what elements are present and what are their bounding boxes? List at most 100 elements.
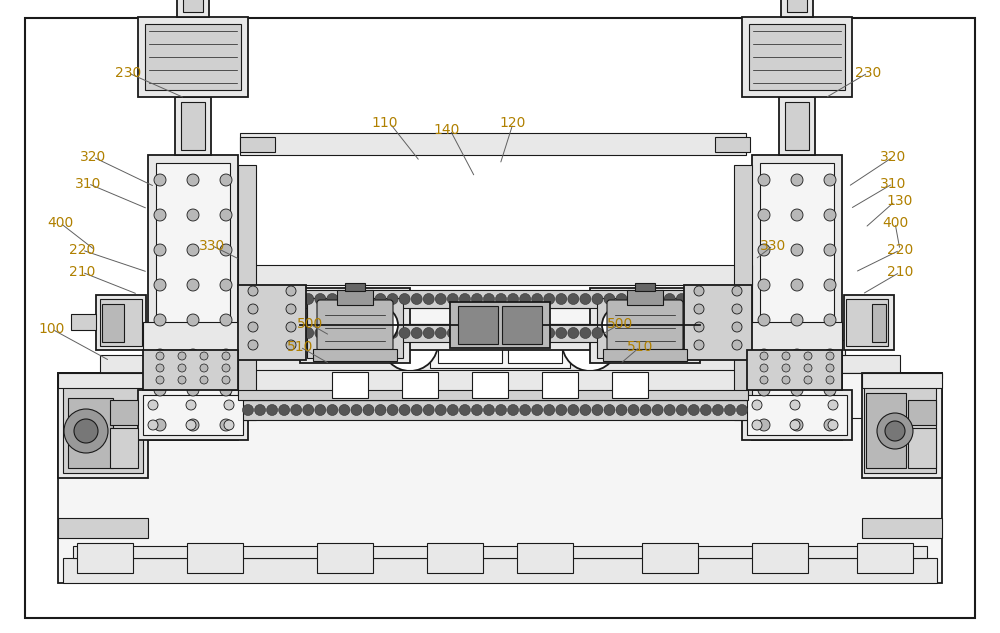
Circle shape [694,322,704,332]
Bar [427,543,483,573]
Circle shape [435,294,446,304]
Circle shape [156,352,164,360]
Circle shape [483,294,494,304]
Circle shape [782,352,790,360]
Circle shape [640,294,651,304]
Circle shape [399,327,410,339]
Bar [58,373,158,378]
Bar [752,543,808,573]
Circle shape [752,400,762,410]
Bar [603,349,687,361]
Circle shape [291,294,302,304]
Bar [908,428,936,468]
Circle shape [447,294,458,304]
Bar [317,543,373,573]
Circle shape [694,340,704,350]
Circle shape [411,404,422,415]
Circle shape [279,294,290,304]
Bar [752,155,842,440]
Circle shape [220,384,232,396]
Circle shape [758,314,770,326]
Bar [450,302,550,348]
Circle shape [628,294,639,304]
Circle shape [580,327,591,339]
Bar [138,17,248,97]
Circle shape [496,404,507,415]
Circle shape [435,404,446,415]
Circle shape [363,294,374,304]
Text: 510: 510 [287,340,313,354]
Bar [627,290,663,305]
Text: 330: 330 [199,239,225,253]
Circle shape [712,294,723,304]
Circle shape [186,420,196,430]
Circle shape [242,294,254,304]
Circle shape [694,286,704,296]
Bar [866,393,906,468]
Circle shape [154,244,166,256]
Circle shape [544,404,555,415]
Circle shape [222,352,230,360]
Circle shape [242,327,254,339]
Circle shape [652,294,663,304]
Circle shape [676,327,687,339]
Circle shape [791,349,803,361]
Circle shape [556,327,567,339]
Bar [110,400,138,425]
Circle shape [732,340,742,350]
Circle shape [447,327,458,339]
Circle shape [74,419,98,443]
Circle shape [255,404,266,415]
Circle shape [496,327,507,339]
Circle shape [640,327,651,339]
Circle shape [387,404,398,415]
Circle shape [187,419,199,431]
Circle shape [187,209,199,221]
Circle shape [303,327,314,339]
Circle shape [826,364,834,372]
Bar [775,373,870,418]
Circle shape [824,244,836,256]
Bar [175,97,211,155]
Circle shape [327,404,338,415]
Circle shape [760,364,768,372]
Bar [238,390,748,400]
Bar [63,378,143,473]
Circle shape [508,327,519,339]
Circle shape [824,314,836,326]
Circle shape [411,327,422,339]
Bar [345,283,365,291]
Text: 220: 220 [69,243,95,257]
Circle shape [556,404,567,415]
Circle shape [694,304,704,314]
Bar [307,298,403,358]
Bar [438,325,502,363]
Circle shape [520,294,531,304]
Bar [842,373,942,378]
Circle shape [592,294,603,304]
Circle shape [791,384,803,396]
Bar [240,137,275,152]
Circle shape [351,404,362,415]
Circle shape [885,421,905,441]
Circle shape [652,404,663,415]
Circle shape [556,294,567,304]
Circle shape [220,244,232,256]
Bar [502,306,542,344]
Circle shape [339,327,350,339]
Circle shape [508,404,519,415]
Circle shape [732,322,742,332]
Circle shape [423,327,434,339]
Bar [58,373,148,478]
Bar [238,300,752,350]
Text: 230: 230 [115,66,141,80]
Circle shape [471,327,482,339]
Circle shape [732,304,742,314]
Circle shape [291,404,302,415]
Circle shape [782,364,790,372]
Circle shape [187,244,199,256]
Circle shape [224,400,234,410]
Circle shape [724,294,735,304]
Circle shape [187,349,199,361]
Circle shape [200,376,208,384]
